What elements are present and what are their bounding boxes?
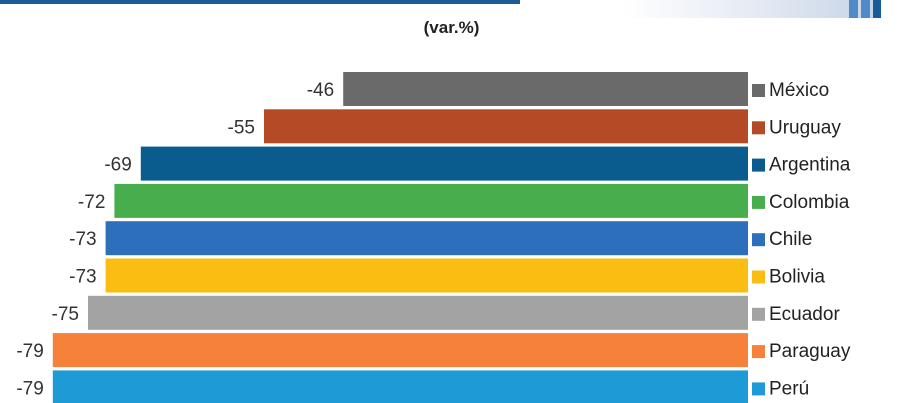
legend-swatch-paraguay bbox=[752, 345, 765, 359]
data-label-paraguay: -79 bbox=[16, 341, 43, 362]
legend-label-chile: Chile bbox=[769, 229, 812, 250]
data-label-colombia: -72 bbox=[78, 192, 105, 213]
legend-label-peru: Perú bbox=[769, 378, 809, 399]
bar-mexico bbox=[343, 72, 748, 106]
bar-colombia bbox=[114, 183, 748, 218]
chart-subtitle: (var.%) bbox=[423, 18, 480, 37]
legend-swatch-uruguay bbox=[752, 121, 765, 135]
legend-swatch-argentina bbox=[752, 158, 765, 172]
legend-label-argentina: Argentina bbox=[769, 155, 851, 176]
bar-peru bbox=[52, 370, 749, 403]
header-decoration bbox=[621, 0, 881, 18]
legend-label-ecuador: Ecuador bbox=[769, 304, 840, 325]
bar-chile bbox=[105, 221, 749, 256]
legend-swatch-mexico bbox=[752, 84, 765, 97]
legend-swatch-peru bbox=[752, 382, 765, 396]
legend-label-bolivia: Bolivia bbox=[769, 267, 825, 288]
data-label-mexico: -46 bbox=[307, 80, 334, 101]
data-label-ecuador: -75 bbox=[52, 304, 79, 325]
header-rule bbox=[0, 0, 520, 4]
legend-label-colombia: Colombia bbox=[769, 192, 850, 213]
legend-swatch-colombia bbox=[752, 195, 765, 209]
data-label-uruguay: -55 bbox=[228, 117, 255, 138]
data-label-bolivia: -73 bbox=[69, 267, 96, 288]
legend-swatch-chile bbox=[752, 233, 765, 247]
data-label-argentina: -69 bbox=[104, 155, 131, 176]
data-label-chile: -73 bbox=[69, 229, 96, 250]
bar-paraguay bbox=[52, 333, 749, 368]
bar-uruguay bbox=[264, 109, 748, 144]
legend-label-uruguay: Uruguay bbox=[769, 117, 841, 138]
header-corner-block bbox=[849, 0, 881, 18]
legend-label-paraguay: Paraguay bbox=[769, 341, 851, 362]
bar-argentina bbox=[140, 146, 749, 181]
legend-swatch-ecuador bbox=[752, 307, 765, 321]
bar-bolivia bbox=[105, 258, 749, 293]
bar-ecuador bbox=[88, 295, 748, 330]
legend-label-mexico: México bbox=[769, 80, 829, 101]
legend-swatch-bolivia bbox=[752, 270, 765, 284]
data-label-peru: -79 bbox=[16, 378, 43, 399]
